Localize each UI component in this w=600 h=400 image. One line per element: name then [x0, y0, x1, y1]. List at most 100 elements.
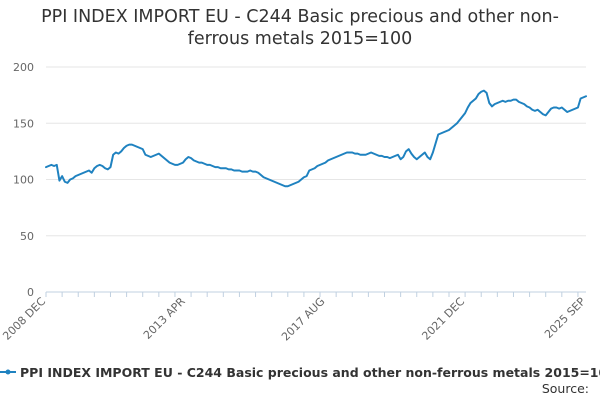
series-line[interactable]	[45, 89, 587, 188]
data-point[interactable]	[493, 103, 495, 105]
data-point[interactable]	[74, 175, 76, 177]
data-point[interactable]	[53, 165, 55, 167]
data-point[interactable]	[553, 106, 555, 108]
data-point[interactable]	[571, 109, 573, 111]
data-point[interactable]	[90, 172, 92, 174]
data-point[interactable]	[150, 156, 152, 158]
data-point[interactable]	[305, 175, 307, 177]
data-point[interactable]	[319, 164, 321, 166]
data-point[interactable]	[512, 98, 514, 100]
data-point[interactable]	[120, 150, 122, 152]
data-point[interactable]	[201, 161, 203, 163]
data-point[interactable]	[563, 109, 565, 111]
data-point[interactable]	[483, 89, 485, 91]
data-point[interactable]	[279, 183, 281, 185]
data-point[interactable]	[585, 95, 587, 97]
data-point[interactable]	[69, 178, 71, 180]
data-point[interactable]	[236, 169, 238, 171]
data-point[interactable]	[536, 109, 538, 111]
data-point[interactable]	[257, 172, 259, 174]
data-point[interactable]	[230, 168, 232, 170]
data-point[interactable]	[187, 156, 189, 158]
data-point[interactable]	[429, 158, 431, 160]
data-point[interactable]	[155, 154, 157, 156]
data-point[interactable]	[582, 96, 584, 98]
data-point[interactable]	[123, 147, 125, 149]
data-point[interactable]	[348, 151, 350, 153]
data-point[interactable]	[510, 100, 512, 102]
data-point[interactable]	[252, 170, 254, 172]
data-point[interactable]	[531, 109, 533, 111]
data-point[interactable]	[391, 156, 393, 158]
data-point[interactable]	[58, 179, 60, 181]
data-point[interactable]	[424, 151, 426, 153]
data-point[interactable]	[88, 169, 90, 171]
data-point[interactable]	[566, 111, 568, 113]
data-point[interactable]	[356, 152, 358, 154]
data-point[interactable]	[206, 164, 208, 166]
data-point[interactable]	[50, 164, 52, 166]
data-point[interactable]	[370, 151, 372, 153]
data-point[interactable]	[158, 152, 160, 154]
data-point[interactable]	[166, 159, 168, 161]
data-point[interactable]	[426, 156, 428, 158]
data-point[interactable]	[163, 157, 165, 159]
data-point[interactable]	[225, 167, 227, 169]
data-point[interactable]	[117, 152, 119, 154]
data-point[interactable]	[182, 161, 184, 163]
data-point[interactable]	[354, 152, 356, 154]
data-point[interactable]	[222, 167, 224, 169]
data-point[interactable]	[418, 156, 420, 158]
data-point[interactable]	[77, 174, 79, 176]
data-point[interactable]	[397, 154, 399, 156]
data-point[interactable]	[499, 101, 501, 103]
data-point[interactable]	[472, 100, 474, 102]
data-point[interactable]	[85, 170, 87, 172]
data-point[interactable]	[233, 169, 235, 171]
data-point[interactable]	[254, 170, 256, 172]
data-point[interactable]	[211, 165, 213, 167]
data-point[interactable]	[515, 98, 517, 100]
data-point[interactable]	[160, 155, 162, 157]
data-point[interactable]	[432, 151, 434, 153]
data-point[interactable]	[185, 158, 187, 160]
data-point[interactable]	[276, 182, 278, 184]
data-point[interactable]	[330, 158, 332, 160]
data-point[interactable]	[504, 101, 506, 103]
data-point[interactable]	[405, 150, 407, 152]
data-point[interactable]	[195, 160, 197, 162]
data-point[interactable]	[359, 154, 361, 156]
data-point[interactable]	[99, 164, 101, 166]
data-point[interactable]	[147, 155, 149, 157]
data-point[interactable]	[502, 100, 504, 102]
data-point[interactable]	[80, 173, 82, 175]
data-point[interactable]	[338, 155, 340, 157]
data-point[interactable]	[324, 161, 326, 163]
legend[interactable]: PPI INDEX IMPORT EU - C244 Basic preciou…	[0, 363, 600, 383]
data-point[interactable]	[421, 154, 423, 156]
data-point[interactable]	[176, 164, 178, 166]
data-point[interactable]	[139, 147, 141, 149]
data-point[interactable]	[179, 163, 181, 165]
data-point[interactable]	[389, 157, 391, 159]
data-point[interactable]	[295, 182, 297, 184]
data-point[interactable]	[375, 154, 377, 156]
data-point[interactable]	[246, 170, 248, 172]
data-point[interactable]	[434, 142, 436, 144]
data-point[interactable]	[311, 168, 313, 170]
data-point[interactable]	[402, 156, 404, 158]
data-point[interactable]	[442, 131, 444, 133]
data-point[interactable]	[569, 110, 571, 112]
data-point[interactable]	[351, 151, 353, 153]
data-point[interactable]	[152, 155, 154, 157]
data-point[interactable]	[214, 166, 216, 168]
data-point[interactable]	[72, 177, 74, 179]
data-point[interactable]	[327, 159, 329, 161]
data-point[interactable]	[523, 103, 525, 105]
data-point[interactable]	[128, 143, 130, 145]
data-point[interactable]	[399, 158, 401, 160]
data-point[interactable]	[260, 174, 262, 176]
data-point[interactable]	[507, 100, 509, 102]
data-point[interactable]	[107, 168, 109, 170]
data-point[interactable]	[300, 178, 302, 180]
